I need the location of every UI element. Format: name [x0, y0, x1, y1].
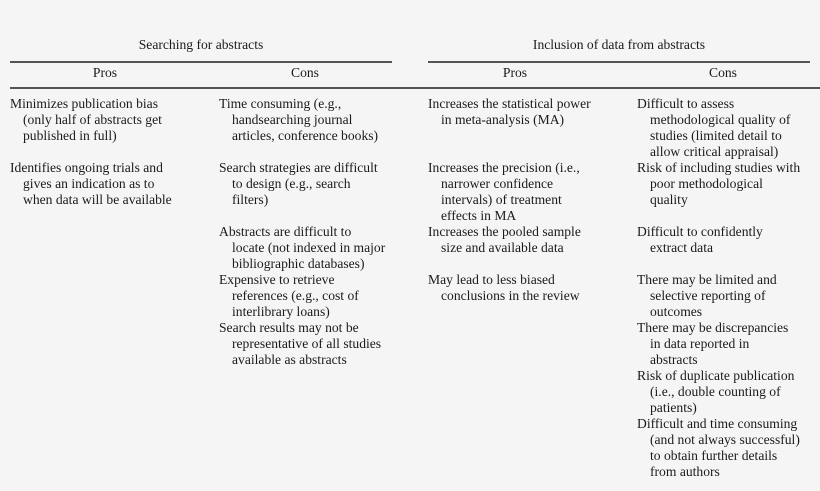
group-rule-inclusion — [428, 61, 810, 63]
item-text-line: patients) — [650, 400, 697, 415]
group-title-searching: Searching for abstracts — [138, 37, 264, 52]
item-text-line: intervals) of treatment — [441, 192, 562, 207]
item-text-line: articles, conference books) — [232, 128, 379, 143]
item-text-line: size and available data — [441, 240, 564, 255]
item-text-line: (and not always successful) — [650, 432, 800, 447]
cons-item: Difficult to confidently extract data — [637, 224, 763, 256]
item-text-line: bibliographic databases) — [232, 256, 365, 271]
cons-item: Time consuming (e.g., handsearching journ… — [219, 96, 378, 144]
item-text-line: Search results may not be — [219, 320, 359, 335]
item-text-line: (i.e., double counting of — [650, 384, 781, 399]
item-text-line: Minimizes publication bias — [10, 96, 158, 111]
item-text-line: Difficult and time consuming — [637, 416, 798, 431]
item-text-line: Identifies ongoing trials and — [10, 160, 163, 175]
item-text-line: published in full) — [23, 128, 117, 143]
cons-item: Search strategies are difficult to design… — [219, 160, 378, 208]
pros-item: Increases the pooled sample size and avai… — [428, 224, 581, 256]
item-text-line: handsearching journal — [232, 112, 353, 127]
item-text-line: Difficult to confidently — [637, 224, 763, 239]
item-text-line: Difficult to assess — [637, 96, 735, 111]
column-header-pros: Pros — [92, 65, 118, 80]
item-text-line: gives an indication as to — [23, 176, 155, 191]
item-text-line: May lead to less biased — [428, 272, 555, 287]
column-header-pros: Pros — [502, 65, 528, 80]
item-text-line: in meta-analysis (MA) — [441, 112, 565, 127]
item-text-line: representative of all studies — [232, 336, 382, 351]
cons-item: There may be limited and selective report… — [637, 272, 777, 320]
item-text-line: abstracts — [650, 352, 698, 367]
column-header-cons: Cons — [709, 65, 737, 80]
pros-item: Increases the precision (i.e., narrower c… — [428, 160, 580, 224]
item-text-line: selective reporting of — [650, 288, 766, 303]
item-text-line: available as abstracts — [232, 352, 347, 367]
cons-item: Abstracts are difficult to locate (not in… — [219, 224, 385, 272]
cons-item: Search results may not be representative … — [219, 320, 381, 368]
item-text-line: conclusions in the review — [441, 288, 580, 303]
item-text-line: when data will be available — [23, 192, 172, 207]
pros-item: Identifies ongoing trials and gives an in… — [10, 160, 172, 208]
item-text-line: narrower confidence — [441, 176, 554, 191]
item-text-line: Abstracts are difficult to — [219, 224, 352, 239]
item-text-line: filters) — [232, 192, 269, 207]
item-text-line: extract data — [650, 240, 714, 255]
item-text-line: references (e.g., cost of — [232, 288, 359, 303]
pros-item: Increases the statistical power in meta-a… — [428, 96, 591, 128]
item-text-line: There may be limited and — [637, 272, 777, 287]
item-text-line: methodological quality of — [650, 112, 791, 127]
item-text-line: quality — [650, 192, 688, 207]
item-text-line: to obtain further details — [650, 448, 778, 463]
item-text-line: outcomes — [650, 304, 703, 319]
item-text-line: Increases the precision (i.e., — [428, 160, 580, 175]
item-text-line: There may be discrepancies — [637, 320, 789, 335]
column-header-cons: Cons — [291, 65, 319, 80]
cons-item: Risk of duplicate publication (i.e., doub… — [637, 368, 794, 416]
cons-item: There may be discrepancies in data report… — [637, 320, 788, 368]
item-text-line: Increases the statistical power — [428, 96, 591, 111]
item-text-line: Search strategies are difficult — [219, 160, 378, 175]
cons-item: Difficult and time consuming (and not alw… — [637, 416, 800, 480]
item-text-line: Risk of duplicate publication — [637, 368, 795, 383]
pros-item: Minimizes publication bias (only half of … — [10, 96, 162, 144]
item-text-line: (only half of abstracts get — [23, 112, 162, 127]
header-rule — [10, 87, 820, 89]
cons-item: Risk of including studies with poor metho… — [637, 160, 800, 208]
group-rule-searching — [10, 61, 392, 63]
cons-item: Difficult to assess methodological qualit… — [637, 96, 790, 160]
item-text-line: effects in MA — [441, 208, 517, 223]
cons-item: Expensive to retrieve references (e.g., c… — [219, 272, 359, 320]
item-text-line: Increases the pooled sample — [428, 224, 581, 239]
item-text-line: locate (not indexed in major — [232, 240, 386, 255]
item-text-line: to design (e.g., search — [232, 176, 351, 191]
item-text-line: in data reported in — [650, 336, 750, 351]
item-text-line: Expensive to retrieve — [219, 272, 335, 287]
item-text-line: studies (limited detail to — [650, 128, 782, 143]
item-text-line: Time consuming (e.g., — [219, 96, 342, 111]
item-text-line: allow critical appraisal) — [650, 144, 779, 159]
item-text-line: poor methodological — [650, 176, 763, 191]
item-text-line: Risk of including studies with — [637, 160, 801, 175]
item-text-line: interlibrary loans) — [232, 304, 330, 319]
item-text-line: from authors — [650, 464, 720, 479]
group-title-inclusion: Inclusion of data from abstracts — [532, 37, 706, 52]
pros-item: May lead to less biased conclusions in th… — [428, 272, 580, 304]
